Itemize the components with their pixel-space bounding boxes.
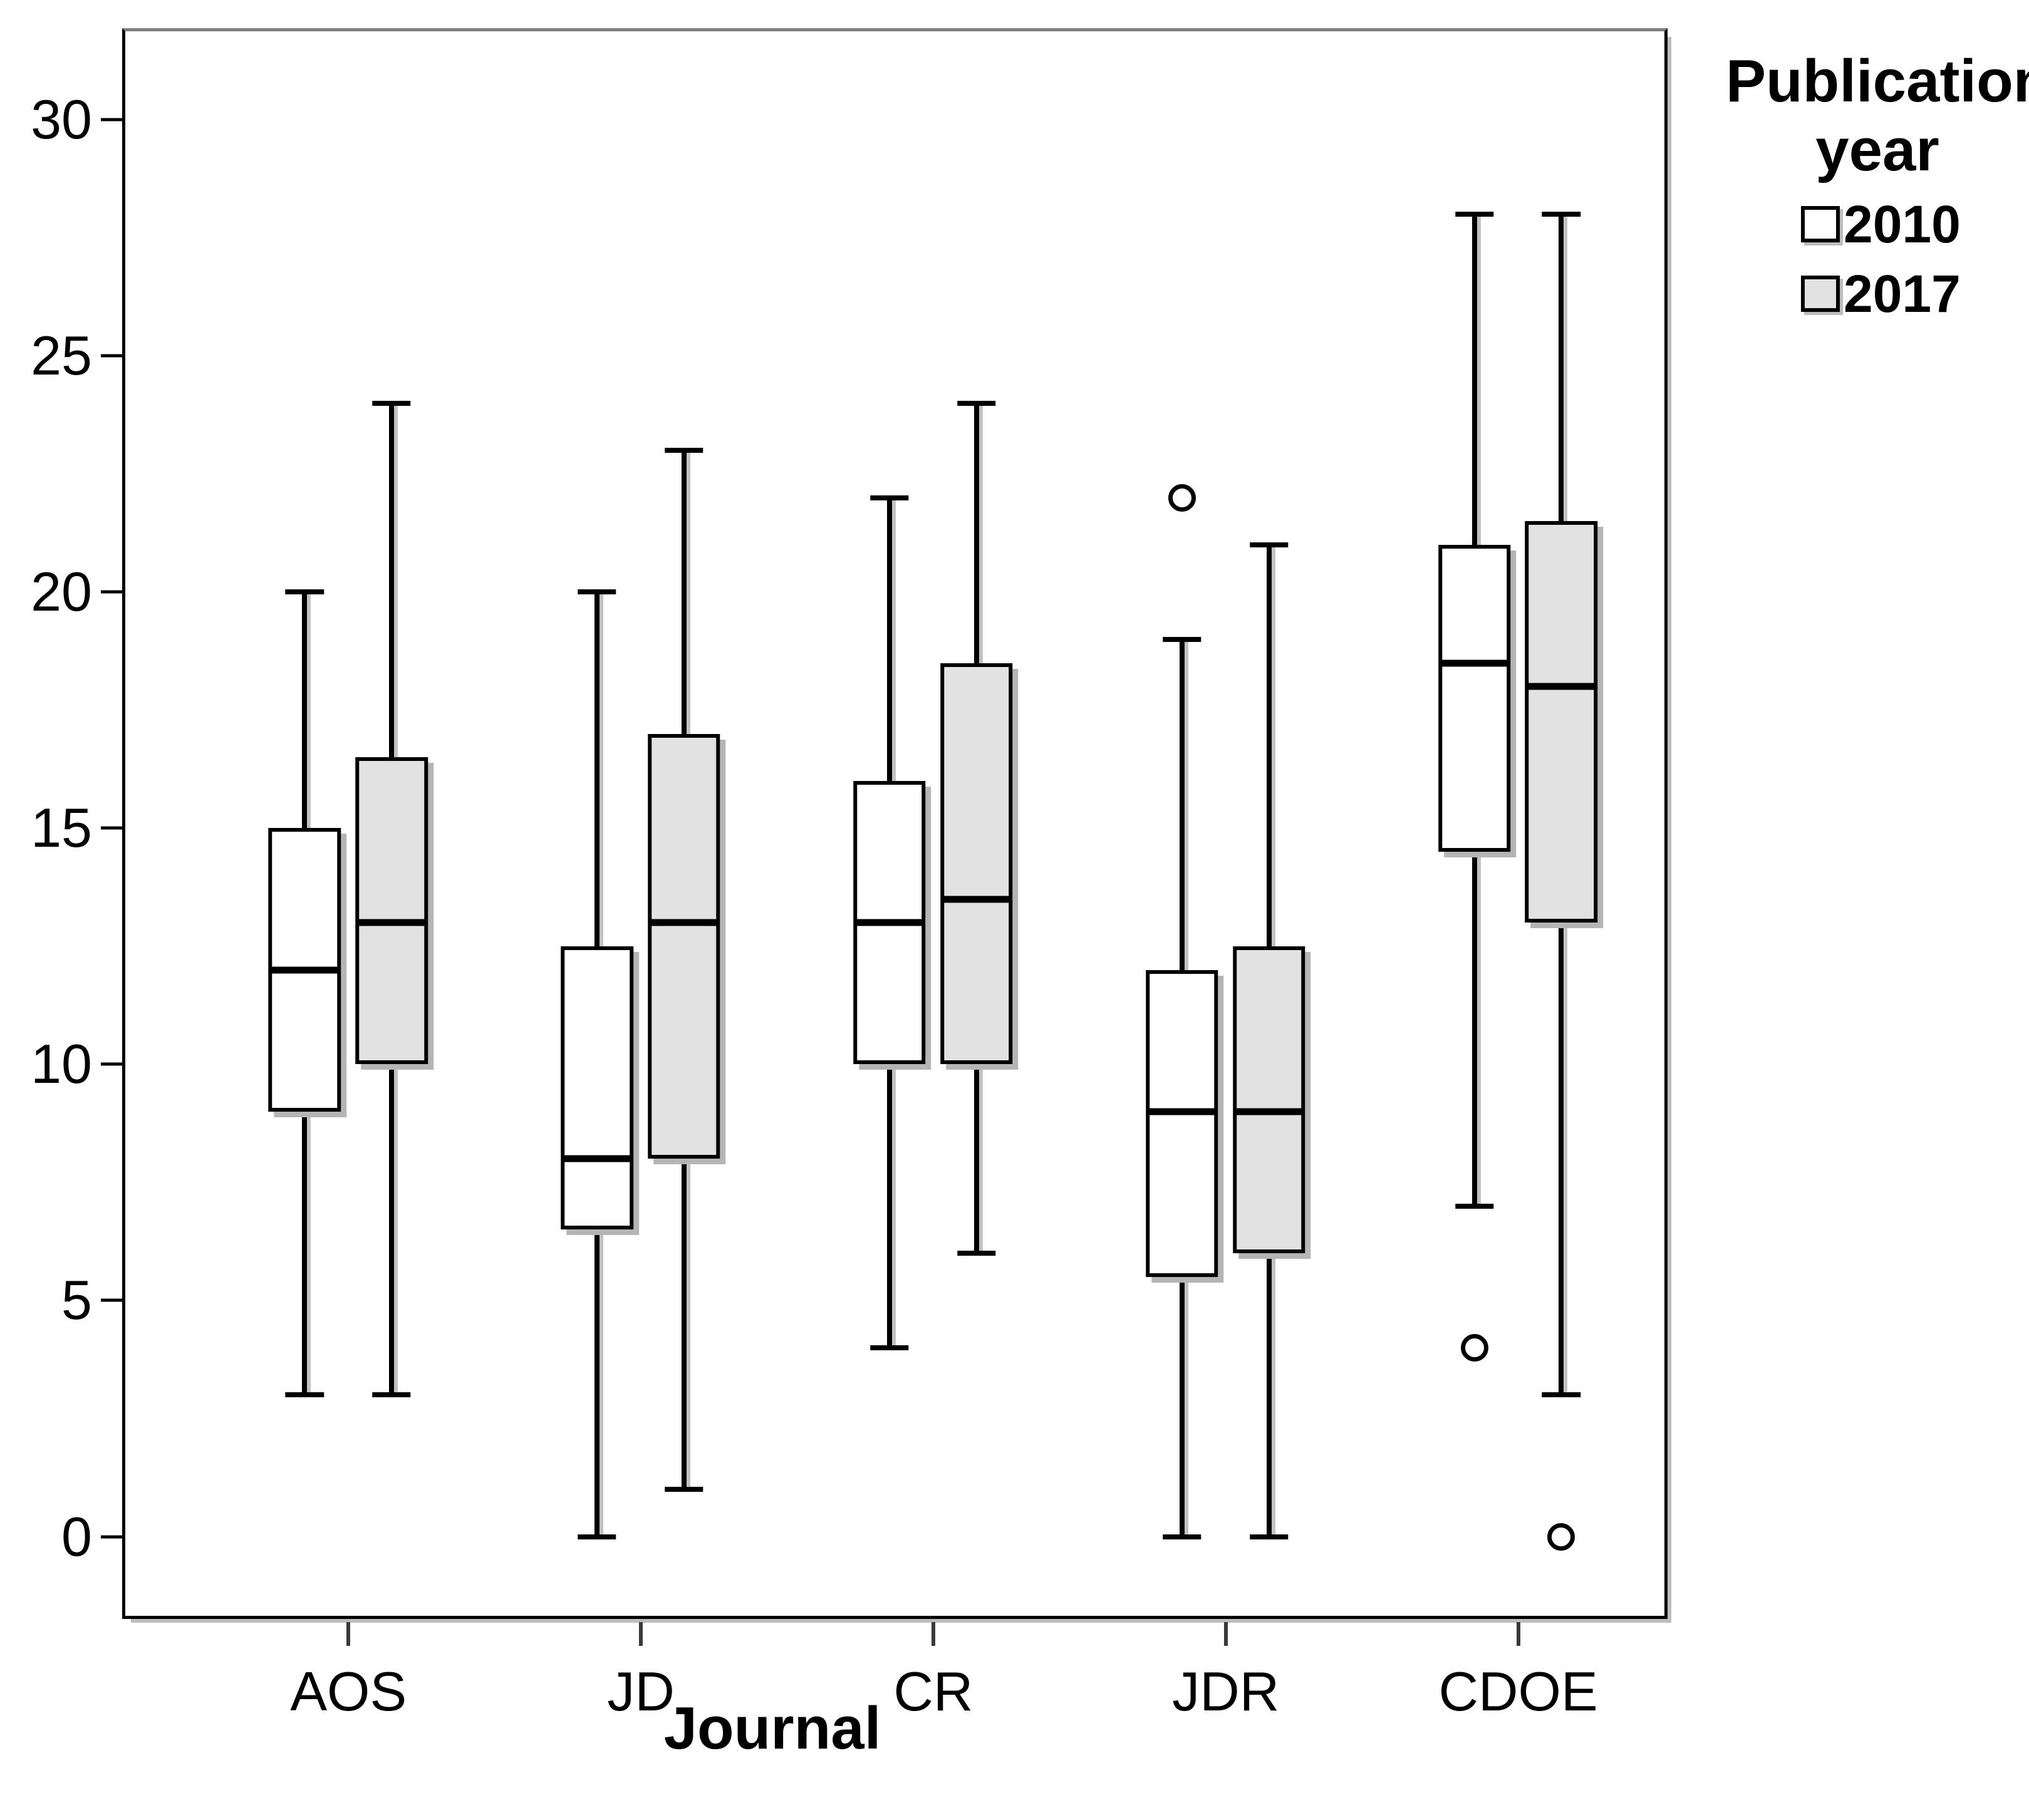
y-tick-label: 10 [31, 1033, 92, 1095]
whisker-cap-high-2017 [1542, 212, 1581, 217]
whisker-lower-2010 [1179, 1276, 1185, 1537]
whisker-upper-2017 [681, 450, 687, 734]
whisker-cap-low-2010 [285, 1392, 324, 1398]
whisker-cap-low-2010 [870, 1345, 909, 1350]
median-aos-2010 [269, 966, 340, 974]
y-tick-label: 0 [61, 1505, 92, 1568]
median-jd-2017 [649, 919, 719, 926]
box-cdoe-2017 [1525, 521, 1598, 923]
whisker-cap-low-2017 [1249, 1534, 1289, 1539]
x-tick-label-cdoe: CDOE [1438, 1660, 1598, 1722]
box-jdr-2010 [1145, 969, 1218, 1277]
box-aos-2017 [355, 757, 428, 1065]
y-tick-label: 15 [31, 797, 92, 859]
legend-label-2010: 2010 [1844, 194, 1961, 254]
median-cdoe-2017 [1526, 683, 1597, 690]
y-tick-mark [101, 1062, 122, 1066]
x-tick-mark [346, 1622, 351, 1646]
whisker-cap-high-2010 [285, 589, 324, 595]
outlier-jdr-2010 [1168, 483, 1196, 512]
whisker-lower-2010 [594, 1229, 600, 1537]
y-tick-label: 30 [31, 88, 92, 151]
whisker-lower-2017 [1559, 923, 1564, 1395]
box-jd-2010 [561, 946, 633, 1230]
whisker-upper-2010 [302, 592, 308, 829]
legend-swatch-2017 [1801, 276, 1840, 313]
whisker-cap-high-2010 [1163, 636, 1201, 642]
whisker-lower-2017 [973, 1064, 979, 1254]
whisker-lower-2010 [886, 1064, 892, 1348]
y-tick-mark [101, 590, 122, 594]
plot-area: 30 25 20 15 10 5 0 AOS JD CR JDR CDOE [31, 28, 1668, 1722]
y-tick-label: 20 [31, 561, 92, 623]
whisker-upper-2017 [1266, 545, 1272, 946]
whisker-cap-low-2017 [957, 1251, 996, 1256]
x-tick-mark [1516, 1622, 1520, 1646]
x-tick-label-aos: AOS [290, 1660, 407, 1722]
y-tick-mark [101, 1298, 122, 1302]
whisker-lower-2017 [1266, 1253, 1272, 1537]
whisker-cap-low-2017 [1542, 1392, 1581, 1398]
whisker-cap-low-2010 [1163, 1534, 1201, 1539]
legend-item-2010: 2010 [1801, 194, 2029, 255]
legend-swatch-2010 [1801, 206, 1840, 243]
outlier-cdoe-2017 [1547, 1523, 1575, 1551]
median-cr-2010 [854, 919, 925, 926]
whisker-cap-high-2017 [372, 400, 411, 406]
whisker-lower-2010 [302, 1111, 308, 1395]
x-tick-mark [639, 1622, 643, 1646]
y-tick-mark [101, 1535, 122, 1538]
whisker-cap-low-2010 [578, 1534, 616, 1539]
median-jd-2010 [562, 1155, 632, 1162]
legend: Publication year 2010 2017 [1726, 47, 2029, 324]
whisker-upper-2017 [1559, 214, 1564, 522]
whisker-upper-2017 [389, 403, 395, 758]
whisker-upper-2017 [973, 403, 979, 663]
x-tick-mark [1223, 1622, 1228, 1646]
x-axis-title: Journal [663, 1695, 881, 1762]
whisker-lower-2017 [389, 1064, 395, 1395]
whisker-upper-2010 [594, 592, 600, 946]
x-tick-label-jd: JD [607, 1660, 675, 1722]
whisker-upper-2010 [886, 497, 892, 782]
box-jdr-2017 [1232, 946, 1305, 1254]
y-tick-label: 5 [61, 1269, 92, 1331]
whisker-cap-low-2017 [372, 1392, 411, 1398]
whisker-lower-2017 [681, 1159, 687, 1490]
y-tick-mark [101, 354, 122, 358]
x-tick-label-cr: CR [893, 1660, 973, 1722]
y-tick-mark [101, 826, 122, 830]
whisker-upper-2010 [1179, 639, 1185, 970]
whisker-upper-2010 [1471, 214, 1477, 545]
box-cdoe-2010 [1438, 545, 1511, 852]
whisker-cap-high-2017 [665, 448, 703, 453]
whisker-cap-high-2010 [1455, 212, 1494, 217]
legend-label-2017: 2017 [1844, 264, 1961, 323]
whisker-lower-2010 [1471, 852, 1477, 1206]
median-cdoe-2010 [1439, 659, 1510, 667]
whisker-cap-high-2010 [870, 495, 909, 500]
median-jdr-2017 [1233, 1108, 1304, 1115]
whisker-cap-high-2017 [957, 400, 996, 406]
legend-item-2017: 2017 [1801, 264, 2029, 324]
whisker-cap-high-2017 [1249, 542, 1289, 548]
median-aos-2017 [356, 919, 427, 926]
median-jdr-2010 [1146, 1108, 1217, 1115]
median-cr-2017 [941, 896, 1012, 903]
y-tick-mark [101, 118, 122, 122]
legend-title: Publication year [1726, 48, 2029, 184]
whisker-cap-low-2010 [1455, 1203, 1494, 1209]
whisker-cap-high-2010 [578, 589, 616, 595]
box-cr-2017 [940, 663, 1013, 1065]
x-tick-label-jdr: JDR [1172, 1660, 1280, 1722]
x-tick-mark [931, 1622, 935, 1646]
y-tick-label: 25 [31, 324, 92, 387]
outlier-cdoe-2010 [1460, 1333, 1488, 1362]
whisker-cap-low-2017 [665, 1487, 703, 1492]
box-jd-2017 [648, 733, 720, 1159]
